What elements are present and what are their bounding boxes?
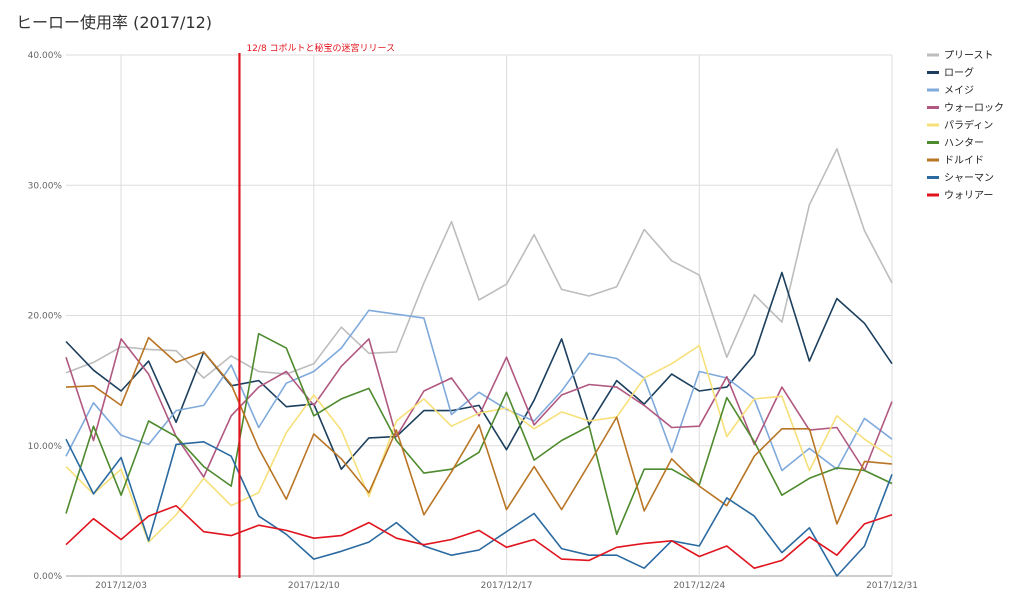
y-tick-label: 10.00%: [28, 442, 63, 452]
series-line: [65, 338, 893, 478]
legend-label: シャーマン: [944, 173, 994, 184]
x-tick-label: 2017/12/24: [673, 581, 725, 591]
legend-label: ハンター: [944, 137, 984, 149]
series-line: [65, 271, 893, 471]
y-tick-label: 40.00%: [28, 51, 63, 61]
series-line: [65, 336, 893, 525]
series-line: [65, 344, 893, 543]
legend-label: メイジ: [944, 86, 974, 97]
annotation: 12/8 コボルトと秘宝の迷宮リリース: [238, 42, 395, 578]
legend-item: シャーマン: [927, 173, 994, 184]
legend-label: パラディン: [944, 119, 993, 132]
chart-title: ヒーロー使用率 (2017/12): [16, 13, 213, 32]
legend-label: ドルイド: [944, 156, 984, 167]
series-line: [65, 309, 893, 472]
gridlines: [66, 54, 893, 577]
release-annotation-label: 12/8 コボルトと秘宝の迷宮リリース: [246, 42, 395, 54]
x-tick-label: 2017/12/31: [866, 581, 918, 591]
axis-labels: 0.00% 10.00% 20.00% 30.00% 40.00% 2017/12/03 2…: [28, 51, 918, 591]
series-line: [65, 504, 893, 570]
legend-label: プリースト: [944, 50, 994, 62]
y-tick-label: 0.00%: [33, 572, 62, 582]
legend-item: メイジ: [927, 86, 974, 97]
y-tick-label: 20.00%: [28, 312, 63, 322]
y-tick-label: 30.00%: [28, 181, 63, 191]
series-line: [65, 438, 893, 577]
legend-item: ローグ: [927, 66, 974, 79]
legend-item: パラディン: [927, 119, 993, 132]
legend-label: ウォリアー: [944, 190, 993, 202]
series-line: [65, 332, 893, 536]
legend-item: ウォーロック: [927, 102, 1004, 114]
series-lines: [65, 148, 893, 577]
legend-label: ウォーロック: [944, 102, 1004, 114]
legend-item: プリースト: [927, 50, 994, 62]
legend-item: ウォリアー: [927, 190, 993, 202]
series-line: [65, 148, 893, 379]
x-tick-label: 2017/12/17: [481, 581, 533, 591]
legend-label: ローグ: [944, 66, 974, 79]
x-tick-label: 2017/12/10: [288, 581, 340, 591]
legend-item: ハンター: [927, 137, 984, 149]
legend-item: ドルイド: [927, 156, 984, 167]
x-tick-label: 2017/12/03: [95, 581, 147, 591]
